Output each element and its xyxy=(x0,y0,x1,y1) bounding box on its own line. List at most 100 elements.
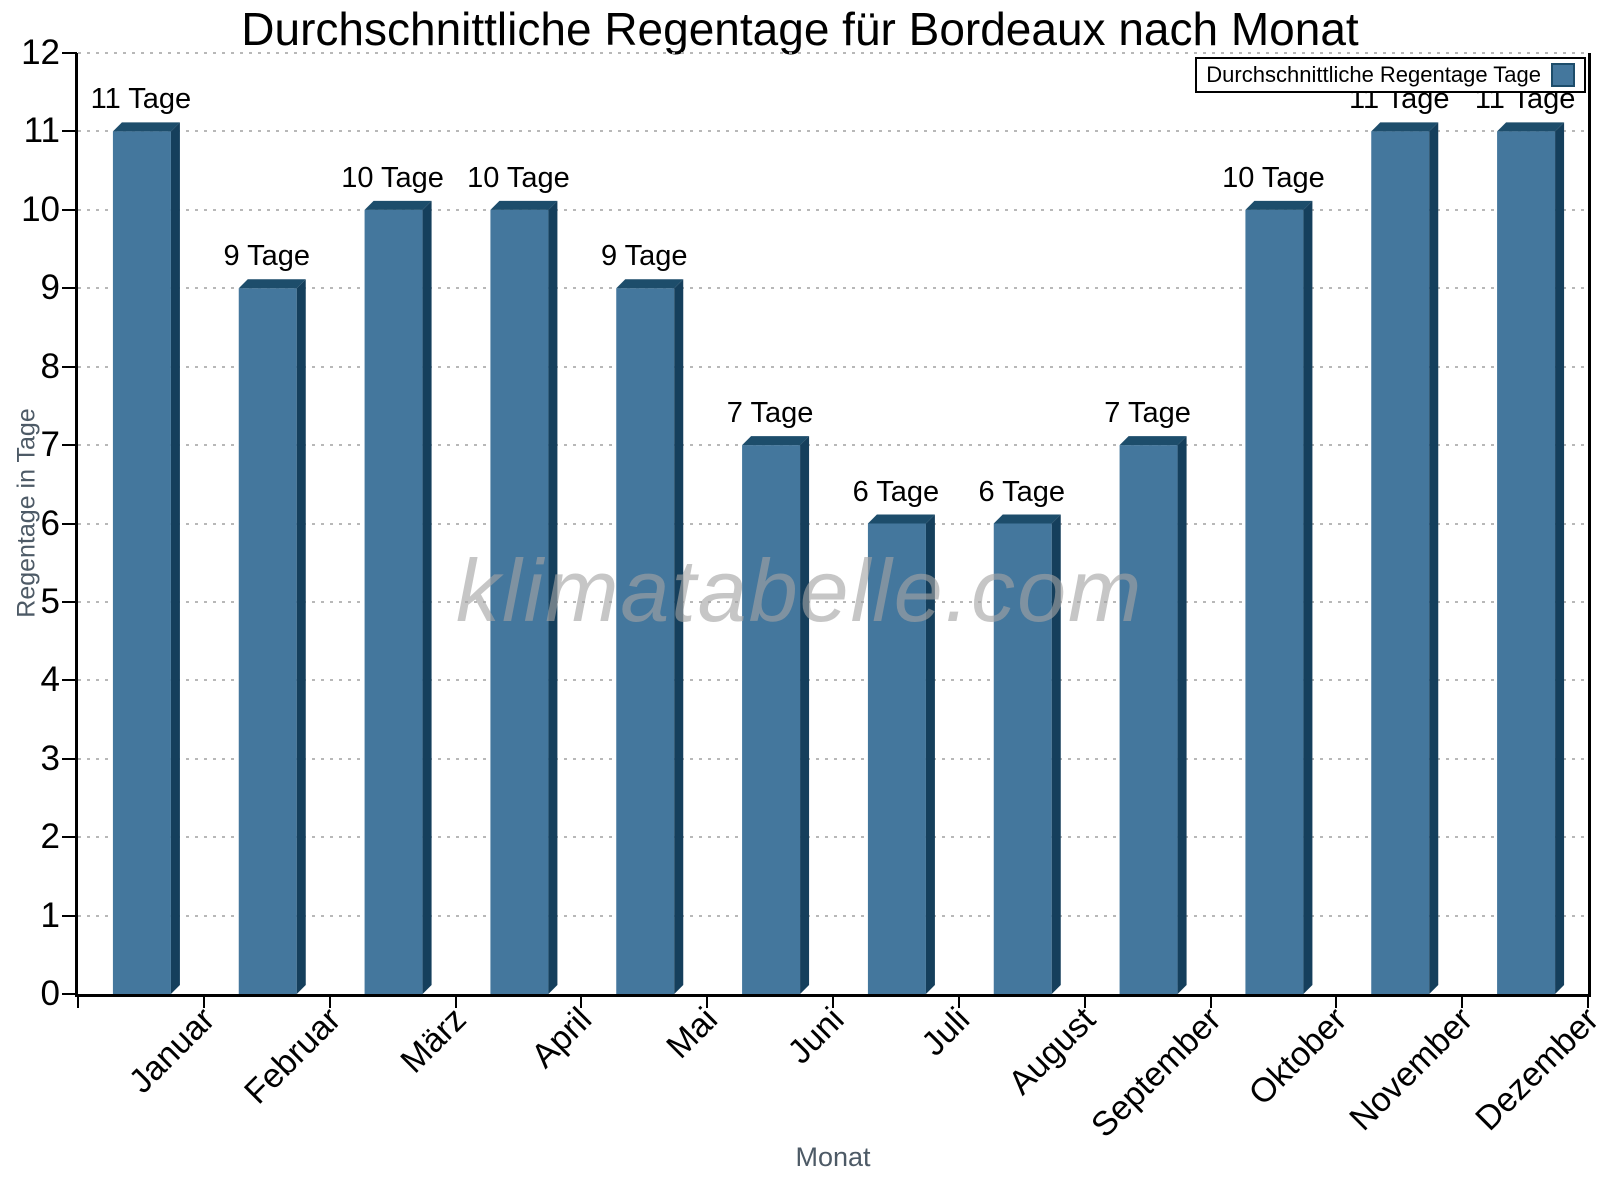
legend[interactable]: Durchschnittliche Regentage Tage xyxy=(1195,57,1586,93)
bar-august[interactable] xyxy=(993,514,1061,995)
y-tick-label-9: 9 xyxy=(40,268,60,308)
y-tick-mark-9 xyxy=(62,287,77,290)
bar-oktober[interactable] xyxy=(1245,200,1313,995)
bar-value-label-4: 10 Tage xyxy=(467,161,570,194)
bar-face xyxy=(1497,122,1565,132)
x-tick-mark-0 xyxy=(77,994,79,1008)
y-tick-mark-1 xyxy=(62,914,77,917)
y-tick-label-3: 3 xyxy=(40,738,60,778)
x-tick-mark-1 xyxy=(202,994,205,1008)
x-tick-mark-8 xyxy=(1083,994,1086,1008)
bar-value-label-5: 9 Tage xyxy=(600,240,688,273)
bar-februar[interactable] xyxy=(238,279,306,994)
x-tick-mark-2 xyxy=(328,994,331,1008)
y-tick-label-7: 7 xyxy=(40,425,60,465)
bar-face xyxy=(1245,200,1313,210)
y-tick-label-12: 12 xyxy=(21,33,60,72)
bar-face xyxy=(800,436,810,994)
bar-value-label-6: 7 Tage xyxy=(726,397,814,430)
x-tick-mark-7 xyxy=(957,994,960,1008)
legend-label: Durchschnittliche Regentage Tage xyxy=(1206,62,1541,87)
bar-märz[interactable] xyxy=(364,200,432,995)
x-tick-mark-6 xyxy=(832,994,834,1008)
bar-value-label-1: 11 Tage xyxy=(90,83,192,116)
x-axis-title: Monat xyxy=(795,1142,871,1172)
bar-face xyxy=(1177,436,1187,994)
bar-juni[interactable] xyxy=(742,436,810,994)
bar-dezember[interactable] xyxy=(1497,122,1565,994)
gridline-4 xyxy=(78,679,1588,682)
bar-value-label-8: 6 Tage xyxy=(978,475,1066,508)
bar-face xyxy=(867,514,935,524)
right-border-line xyxy=(1588,53,1591,997)
x-tick-mark-4 xyxy=(580,994,583,1008)
y-tick-label-4: 4 xyxy=(40,660,60,700)
bar-face xyxy=(170,122,180,994)
bar-face xyxy=(490,200,558,210)
gridline-7 xyxy=(78,444,1588,447)
bar-value-label-7: 6 Tage xyxy=(852,475,940,508)
bar-face xyxy=(112,122,180,132)
gridline-11 xyxy=(78,130,1588,133)
gridline-1 xyxy=(78,914,1588,917)
gridline-12 xyxy=(78,52,1588,54)
x-axis-line xyxy=(75,994,1591,997)
bar-face xyxy=(1497,131,1556,994)
gridline-6 xyxy=(78,522,1588,525)
x-tick-mark-9 xyxy=(1209,994,1212,1008)
bar-september[interactable] xyxy=(1119,436,1187,994)
y-tick-label-2: 2 xyxy=(40,817,60,857)
bar-face xyxy=(1371,122,1439,132)
bar-april[interactable] xyxy=(490,200,558,995)
gridline-9 xyxy=(78,287,1588,290)
bar-value-label-3: 10 Tage xyxy=(341,161,444,194)
y-tick-label-8: 8 xyxy=(40,346,60,386)
bar-januar[interactable] xyxy=(112,122,180,994)
bar-face xyxy=(1119,436,1187,446)
bar-face xyxy=(422,200,432,995)
bar-face xyxy=(364,209,423,995)
bar-november[interactable] xyxy=(1371,122,1439,994)
y-tick-label-5: 5 xyxy=(40,581,60,621)
bar-mai[interactable] xyxy=(616,279,684,994)
bar-face xyxy=(1245,209,1304,995)
bar-face xyxy=(238,279,306,289)
bar-face xyxy=(925,514,935,994)
bar-face xyxy=(548,200,558,995)
bar-face xyxy=(490,209,549,995)
y-tick-mark-3 xyxy=(62,757,77,760)
y-tick-label-6: 6 xyxy=(40,503,60,543)
bar-face xyxy=(993,523,1052,994)
y-tick-label-10: 10 xyxy=(21,189,60,229)
y-tick-mark-7 xyxy=(62,444,77,447)
bar-value-label-2: 9 Tage xyxy=(223,240,311,273)
y-tick-label-0: 0 xyxy=(40,974,60,1013)
y-tick-label-11: 11 xyxy=(23,111,60,151)
y-tick-mark-6 xyxy=(62,522,77,525)
legend-swatch-icon xyxy=(1551,63,1575,87)
y-tick-mark-11 xyxy=(62,130,77,133)
gridline-10 xyxy=(78,208,1588,211)
x-tick-mark-11 xyxy=(1461,994,1464,1008)
bar-juli[interactable] xyxy=(867,514,935,995)
x-tick-mark-3 xyxy=(454,994,457,1008)
bar-face xyxy=(616,288,675,994)
y-tick-mark-2 xyxy=(62,836,77,839)
y-tick-mark-8 xyxy=(62,365,77,368)
bar-value-label-10: 10 Tage xyxy=(1222,161,1325,194)
y-tick-mark-10 xyxy=(62,208,77,211)
bar-face xyxy=(1555,122,1565,994)
bar-face xyxy=(238,288,297,994)
bar-face xyxy=(742,445,801,994)
y-axis-line xyxy=(75,53,78,997)
bar-face xyxy=(993,514,1061,524)
bar-face xyxy=(364,200,432,210)
x-tick-mark-10 xyxy=(1335,994,1338,1008)
gridline-2 xyxy=(78,836,1588,839)
bar-face xyxy=(1371,131,1430,994)
bar-face xyxy=(112,131,171,994)
y-tick-mark-4 xyxy=(62,679,77,682)
gridline-8 xyxy=(78,365,1588,368)
y-tick-mark-12 xyxy=(62,52,77,54)
